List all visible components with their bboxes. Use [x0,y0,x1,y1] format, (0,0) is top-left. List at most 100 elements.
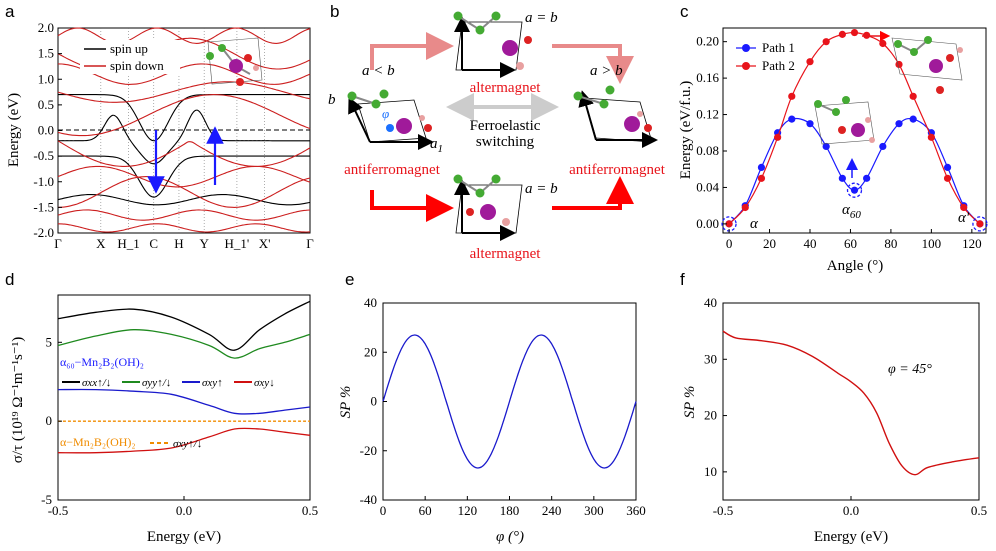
data-point [788,92,796,100]
panel-c: c 0.00 0.04 0.08 0.12 0.16 0.20 0 20 40 60 80 100 1… [678,2,988,274]
ytick-label: 0.00 [696,216,719,231]
xtick-label: 0.5 [971,503,987,518]
alpha-label: α [750,216,759,232]
xtick-label: Γ [306,236,314,251]
spin-up-band [58,155,310,198]
panel-e-xticks: 0 60 120 180 240 300 360 [380,496,646,518]
xtick-label: H [174,236,183,251]
panel-d-plot [57,300,311,454]
legend-sxy-up: σxy↑ [202,377,223,389]
panel-d-xticks: -0.5 0.0 0.5 [48,496,318,518]
xtick-label: 40 [803,236,816,251]
ytick-label: 0 [371,394,378,409]
xtick-label: 300 [584,503,604,518]
series-line-2 [57,329,311,359]
panel-c-xticks: 0 20 40 60 80 100 120 [726,229,982,251]
xtick-label: C [149,236,158,251]
ytick-label: -0.5 [33,148,54,163]
xtick-label: 20 [763,236,776,251]
a-lt-b: a < b [362,63,395,79]
a-eq-b-bottom: a = b [525,181,558,197]
panel-c-yticks: 0.00 0.04 0.08 0.12 0.16 0.20 [696,34,727,231]
boron-atom-icon [206,52,214,60]
data-point [943,163,952,171]
ytick-label: 40 [704,295,717,310]
legend-sxy-updown: σxy↑/↓ [173,438,202,450]
panel-d-label: d [5,270,14,289]
arrow-red-right [552,176,634,210]
xtick-label: 60 [419,503,432,518]
panel-e-yticks: 40 20 0 -20 -40 [360,295,387,507]
panel-d-ylabel: σ/τ (10¹⁹ Ω⁻¹m⁻¹s⁻¹) [10,337,26,463]
legend-bg [80,40,180,74]
xtick-label: 0.5 [302,503,318,518]
ytick-label: -40 [360,492,377,507]
xtick-label: X [96,236,106,251]
data-point [927,133,935,141]
xtick-label: 60 [844,236,857,251]
ytick-label: 0.04 [696,179,719,194]
ytick-label: -1.0 [33,174,54,189]
ytick-label: 0.16 [696,70,719,85]
xtick-label: X' [259,236,271,251]
ytick-label: 2.0 [38,20,54,35]
data-point [850,28,859,37]
a-gt-b: a > b [590,63,623,79]
data-point [788,115,796,123]
spin-up-band [57,194,311,206]
legend-path1: Path 1 [762,40,795,55]
ytick-label: 10 [704,464,717,479]
panel-a-label: a [5,2,15,21]
data-point [806,120,814,128]
panel-d-xlabel: Energy (eV) [147,529,221,545]
panel-f: f 40 30 20 10 -0.5 0.0 0.5 SP % Energy (eV) φ… [680,270,987,545]
material-alpha: α−Mn₂B₂(OH)₂ [60,435,136,449]
panel-f-yticks: 40 30 20 10 [704,295,727,479]
ytick-label: 0.12 [696,107,719,122]
panel-b: b Ferroelastic switching a = b altermagn… [328,2,666,262]
b-axis-label: b [328,92,336,108]
ytick-label: 0.20 [696,34,719,49]
ytick-label: -2.0 [33,225,54,240]
altermagnet-top: altermagnet [470,80,542,96]
series-line-4 [57,427,311,454]
arrow-pink-right [552,44,634,84]
hydrogen-atom-icon [253,65,259,71]
data-point [909,115,917,123]
switching-label-2: switching [476,134,535,150]
antiferromagnet-left: antiferromagnet [344,162,441,178]
panel-e-plot [382,334,637,469]
ytick-label: 0 [46,413,53,428]
series-line-3 [57,388,311,415]
a-eq-b-top: a = b [525,10,558,26]
spin-up-band [57,109,310,165]
xtick-label: 240 [542,503,562,518]
panel-b-label: b [330,2,339,21]
arrow-pink-left [370,32,454,70]
panel-a-yticks: -2.0 -1.5 -1.0 -0.5 0.0 0.5 1.0 1.5 2.0 [33,20,62,240]
ytick-label: 20 [704,408,717,423]
ytick-label: -5 [41,492,52,507]
spin-down-band [57,27,311,44]
xtick-label: Γ [54,236,62,251]
ytick-label: 5 [46,334,53,349]
data-point [909,92,917,100]
spin-down-band [57,94,311,137]
data-point [741,203,749,212]
highlight-ring [972,216,988,232]
spin-down-band [57,209,311,221]
ytick-label: 20 [364,344,377,359]
spin-down-band [57,165,311,188]
ytick-label: 1.0 [38,71,54,86]
data-point [895,60,903,69]
ytick-label: -1.5 [33,199,54,214]
ytick-label: -20 [360,443,377,458]
structure-inset-c2 [814,96,875,145]
panel-d-legend: σxx↑/↓ σyy↑/↓ σxy↑ σxy↓ σxy↑/↓ [62,377,275,450]
sp-energy-curve [722,330,980,476]
structure-top [453,11,532,78]
data-point [822,142,830,151]
oxygen-atom-icon [236,78,244,86]
spin-down-band [57,81,311,103]
